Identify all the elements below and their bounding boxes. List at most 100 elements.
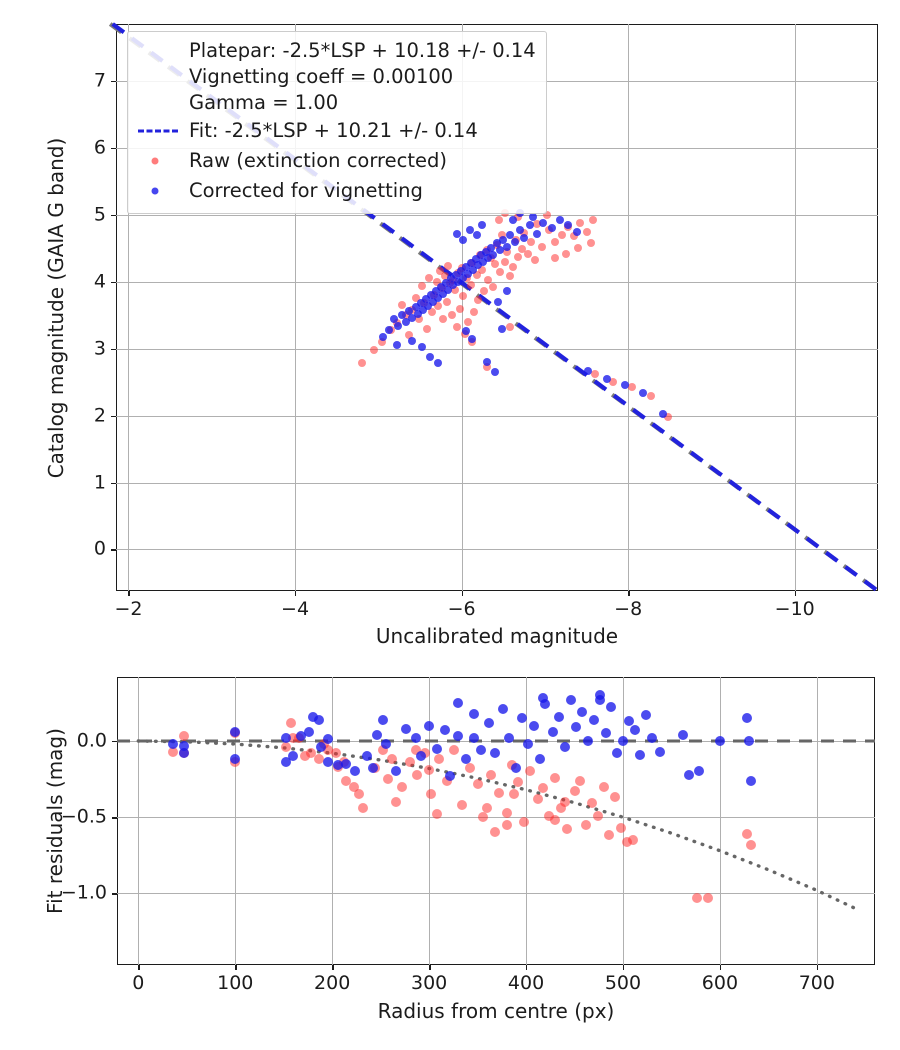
data-point-corrected <box>538 693 549 704</box>
x-tick-label: 400 <box>507 972 545 994</box>
data-point-raw <box>586 238 595 247</box>
data-point-raw <box>480 287 489 296</box>
data-point-corrected <box>468 708 479 719</box>
x-tick <box>622 965 625 970</box>
data-point-raw <box>425 273 434 282</box>
y-tick <box>111 549 116 551</box>
data-point-raw <box>590 370 599 379</box>
data-point-corrected <box>492 238 501 247</box>
data-point-corrected <box>554 711 564 722</box>
data-point-corrected <box>464 269 473 278</box>
data-point-corrected <box>503 732 514 743</box>
data-point-raw <box>745 839 756 850</box>
data-point-raw <box>569 786 580 797</box>
gridline-horizontal <box>117 817 875 819</box>
data-point-corrected <box>453 229 462 238</box>
data-point-corrected <box>178 740 189 751</box>
data-point-corrected <box>571 722 582 733</box>
x-tick <box>526 965 528 970</box>
y-tick <box>112 741 117 743</box>
data-point-raw <box>555 803 566 814</box>
data-point-corrected <box>446 274 455 283</box>
plot-legend[interactable]: Platepar: -2.5*LSP + 10.18 +/- 0.14 Vign… <box>127 31 547 214</box>
y-tick-label: 2 <box>93 404 106 427</box>
y-tick-label: 6 <box>93 136 106 159</box>
y-tick <box>111 482 116 484</box>
data-point-raw <box>422 324 431 333</box>
data-point-corrected <box>362 751 373 762</box>
data-point-corrected <box>484 254 493 263</box>
data-point-corrected <box>629 725 640 736</box>
top-xaxis-title: Uncalibrated magnitude <box>375 624 619 648</box>
data-point-corrected <box>522 739 533 750</box>
data-point-raw <box>691 892 702 903</box>
data-point-raw <box>559 796 570 807</box>
data-point-corrected <box>425 352 434 361</box>
data-point-corrected <box>743 736 754 746</box>
gridline-vertical <box>332 677 334 965</box>
data-point-raw <box>398 301 407 310</box>
data-point-raw <box>550 237 559 246</box>
data-point-raw <box>589 216 598 225</box>
data-point-raw <box>616 822 627 833</box>
gridline-vertical <box>794 24 796 591</box>
data-point-raw <box>354 789 365 800</box>
data-point-raw <box>550 815 561 826</box>
curve-vignetting-model <box>136 739 858 911</box>
data-point-corrected <box>683 769 694 780</box>
data-point-raw <box>410 745 421 756</box>
data-point-corrected <box>401 317 410 326</box>
data-point-raw <box>348 781 359 792</box>
data-point-raw <box>664 412 673 421</box>
data-point-raw <box>459 292 468 301</box>
data-point-corrected <box>484 717 495 728</box>
data-point-raw <box>530 255 539 264</box>
data-point-raw <box>415 315 424 324</box>
data-point-raw <box>280 742 291 753</box>
data-point-raw <box>340 775 351 786</box>
data-point-corrected <box>476 250 485 259</box>
data-point-raw <box>532 793 543 804</box>
legend-label-fit: Fit: -2.5*LSP + 10.21 +/- 0.14 <box>189 119 478 143</box>
data-point-corrected <box>555 216 564 225</box>
gridline-horizontal <box>116 482 878 484</box>
data-point-raw <box>474 296 483 305</box>
data-point-raw <box>574 244 583 253</box>
data-point-raw <box>482 363 491 372</box>
x-tick <box>138 965 140 970</box>
data-point-corrected <box>323 734 334 745</box>
data-point-raw <box>604 830 615 841</box>
data-point-raw <box>464 763 475 774</box>
data-point-corrected <box>600 728 611 739</box>
x-tick-label: −6 <box>447 598 476 620</box>
data-point-raw <box>513 777 524 788</box>
data-point-raw <box>503 248 512 257</box>
data-point-corrected <box>479 257 488 266</box>
data-point-raw <box>466 281 475 290</box>
data-point-corrected <box>439 289 448 298</box>
data-point-raw <box>610 792 621 803</box>
x-tick-label: 100 <box>217 972 254 994</box>
data-point-raw <box>447 311 456 320</box>
data-point-raw <box>472 271 481 280</box>
data-point-raw <box>550 254 559 263</box>
data-point-raw <box>387 754 398 765</box>
data-point-corrected <box>405 307 414 316</box>
data-point-corrected <box>489 250 498 259</box>
data-point-corrected <box>745 775 756 786</box>
data-point-corrected <box>434 293 443 302</box>
data-point-corrected <box>408 313 417 322</box>
x-tick <box>719 965 722 970</box>
data-point-raw <box>505 323 514 332</box>
data-point-corrected <box>659 410 668 419</box>
data-point-corrected <box>494 297 503 306</box>
data-point-raw <box>575 218 584 227</box>
data-point-corrected <box>465 225 474 234</box>
data-point-corrected <box>517 713 528 724</box>
data-point-raw <box>449 745 460 756</box>
data-point-corrected <box>390 315 399 324</box>
data-point-raw <box>609 378 618 387</box>
data-point-corrected <box>459 274 468 283</box>
data-point-raw <box>405 331 414 340</box>
data-point-corrected <box>478 220 487 229</box>
